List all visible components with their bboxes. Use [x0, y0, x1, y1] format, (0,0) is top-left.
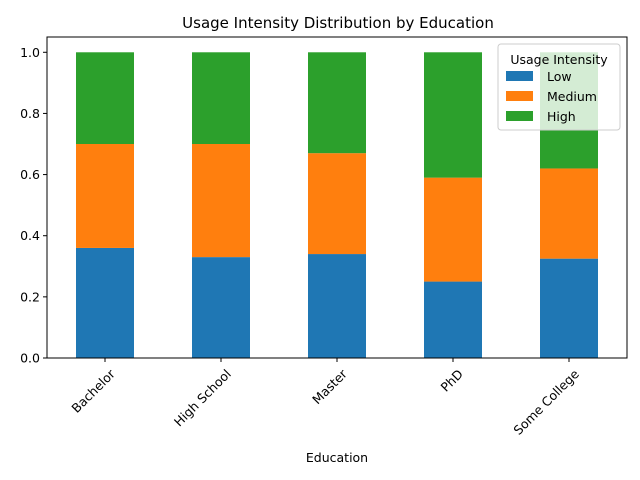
legend-swatch-medium: [506, 91, 533, 101]
bar-bachelor-medium: [76, 144, 134, 248]
bar-high-school-low: [192, 257, 250, 358]
bar-bachelor-low: [76, 247, 134, 358]
legend-label-medium: Medium: [547, 89, 597, 104]
bar-master-low: [308, 254, 366, 358]
bar-phd-low: [424, 281, 482, 358]
legend-label-low: Low: [547, 69, 572, 84]
x-axis-label: Education: [306, 450, 368, 465]
bar-bachelor-high: [76, 52, 134, 144]
bar-master-high: [308, 52, 366, 154]
legend-swatch-high: [506, 111, 533, 121]
bars-group: [76, 52, 598, 358]
legend-swatch-low: [506, 71, 533, 81]
legend-box: [497, 43, 621, 131]
legend: Usage Intensity Low Medium High: [497, 43, 621, 131]
y-tick-label: 0.2: [20, 289, 40, 304]
legend-label-high: High: [547, 109, 576, 124]
bar-some-college-low: [540, 258, 598, 358]
legend-title: Usage Intensity: [510, 52, 608, 67]
bar-master-medium: [308, 153, 366, 255]
bar-high-school-high: [192, 52, 250, 144]
bar-high-school-medium: [192, 144, 250, 258]
bar-some-college-medium: [540, 168, 598, 259]
chart-title: Usage Intensity Distribution by Educatio…: [182, 14, 494, 32]
y-tick-label: 0.0: [20, 351, 40, 366]
plot-frame: [46, 36, 628, 359]
y-tick-label: 0.4: [20, 228, 40, 243]
y-tick-label: 1.0: [20, 45, 40, 60]
y-tick-label: 0.8: [20, 106, 40, 121]
bar-phd-high: [424, 52, 482, 178]
legend-items: Low Medium High: [506, 69, 597, 124]
bar-phd-medium: [424, 177, 482, 282]
y-axis-ticks: 0.0 0.2 0.4 0.6 0.8 1.0: [20, 45, 47, 366]
y-tick-label: 0.6: [20, 167, 40, 182]
